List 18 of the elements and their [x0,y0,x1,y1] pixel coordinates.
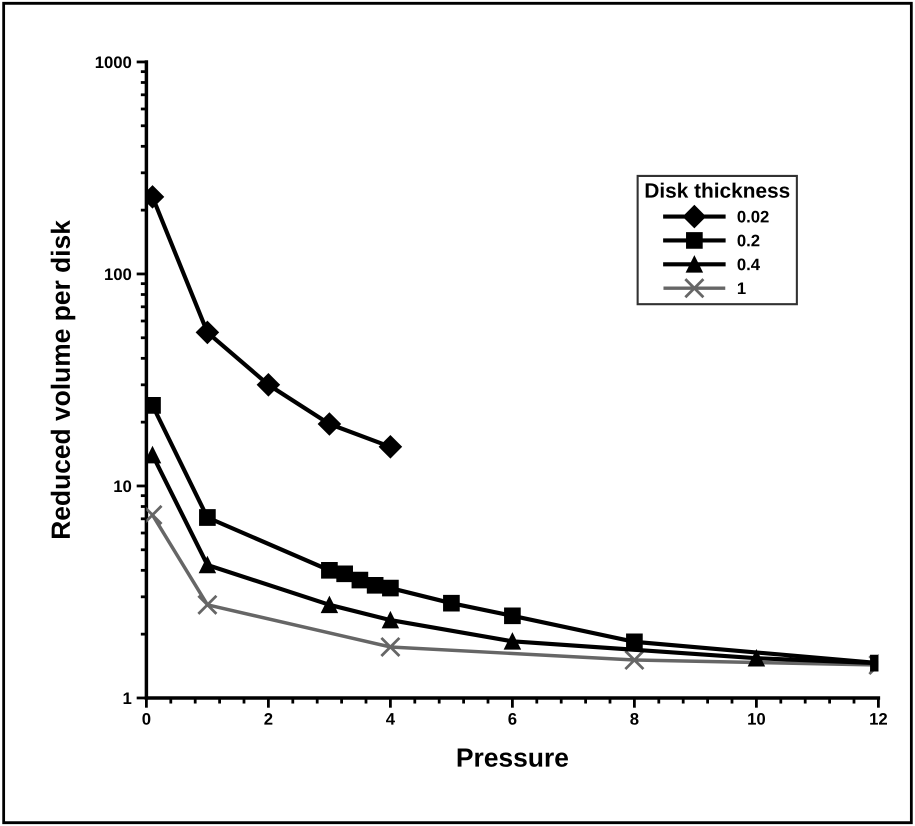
x-axis-title: Pressure [458,748,568,767]
y-tick-label: 1000 [96,56,132,68]
x-tick-label: 6 [508,712,516,725]
legend-label: 0.2 [738,234,760,246]
x-tick-label: 0 [142,712,150,725]
x-tick-label: 8 [630,712,639,725]
x-tick-label: 4 [386,713,395,725]
y-tick-label: 10 [114,480,132,492]
x-tick-label: 2 [264,712,272,725]
legend-title: Disk thickness [646,182,790,198]
x-tick-label: 12 [870,712,888,725]
y-tick-label: 100 [105,268,132,280]
y-axis-title: Reduced volume per disk [50,220,76,538]
legend-label: 0.4 [738,258,760,270]
legend-label: 0.02 [738,210,769,223]
legend-label: 1 [738,282,746,294]
x-tick-label: 10 [748,712,765,725]
y-tick-label: 1 [124,692,132,704]
